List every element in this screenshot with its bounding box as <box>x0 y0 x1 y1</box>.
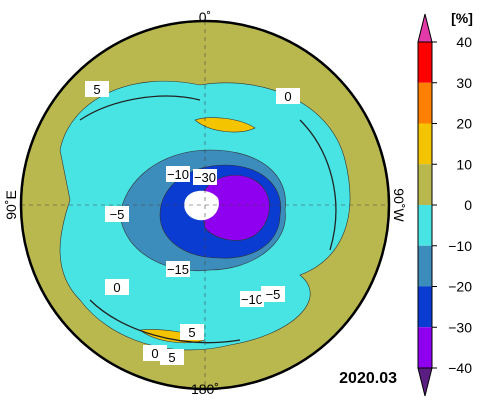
contour-label-bg <box>193 169 217 185</box>
colorbar-over <box>417 13 433 43</box>
contour-label: 0 <box>284 89 291 104</box>
meridian-label: 90˚E <box>3 190 19 220</box>
colorbar-tick-label: 20 <box>456 116 472 132</box>
meridian-label: 0˚ <box>199 9 211 25</box>
contour-label: 5 <box>168 350 175 365</box>
contour-label-bg <box>166 261 190 277</box>
contour-label-bg <box>276 88 300 104</box>
colorbar-tick-label: −10 <box>448 238 472 254</box>
colorbar-segment <box>418 164 432 205</box>
colorbar-tick-label: −20 <box>448 279 472 295</box>
date-label: 2020.03 <box>339 370 397 387</box>
contour-label: 0 <box>113 280 120 295</box>
colorbar-segment <box>418 82 432 124</box>
colorbar-segment <box>418 327 432 368</box>
contour-label-bg <box>180 324 204 340</box>
meridian-label: 90˚W <box>391 188 407 222</box>
colorbar-segment <box>418 123 432 165</box>
colorbar: 40 30 20 10 0 −10 −20 −30 −40 <box>417 13 472 397</box>
contour-label-bg <box>105 279 129 295</box>
map-border <box>19 19 391 391</box>
contour-label: 5 <box>93 82 100 97</box>
contour-label-bg <box>105 206 129 222</box>
contour-label: −10 <box>167 167 189 182</box>
contour-label-bg <box>240 291 264 307</box>
contour-label-bg <box>143 345 167 361</box>
colorbar-tick-label: 0 <box>464 197 472 213</box>
colorbar-tick-label: 10 <box>456 156 472 172</box>
contour-label-bg <box>166 166 190 182</box>
colorbar-tick-label: −40 <box>448 360 472 376</box>
colorbar-tick-label: −30 <box>448 319 472 335</box>
colorbar-segment <box>418 245 432 287</box>
colorbar-under <box>417 367 433 397</box>
colorbar-tick-label: 40 <box>456 34 472 50</box>
contour-label: −5 <box>110 207 125 222</box>
colorbar-tick-label: 30 <box>456 75 472 91</box>
meridian-label: 180˚ <box>191 381 219 397</box>
contour-label: −30 <box>194 170 216 185</box>
colorbar-title: [%] <box>451 10 473 26</box>
contour-label: −5 <box>266 287 281 302</box>
contour-label: −10 <box>241 292 263 307</box>
contour-label-bg <box>85 81 109 97</box>
colorbar-segment <box>418 286 432 328</box>
contour-label: 0 <box>151 346 158 361</box>
polar-map <box>21 21 389 389</box>
colorbar-segment <box>418 205 432 246</box>
contour-label-bg <box>261 286 285 302</box>
colorbar-segment <box>418 42 432 83</box>
contour-label: 5 <box>188 325 195 340</box>
contour-label: −15 <box>167 262 189 277</box>
